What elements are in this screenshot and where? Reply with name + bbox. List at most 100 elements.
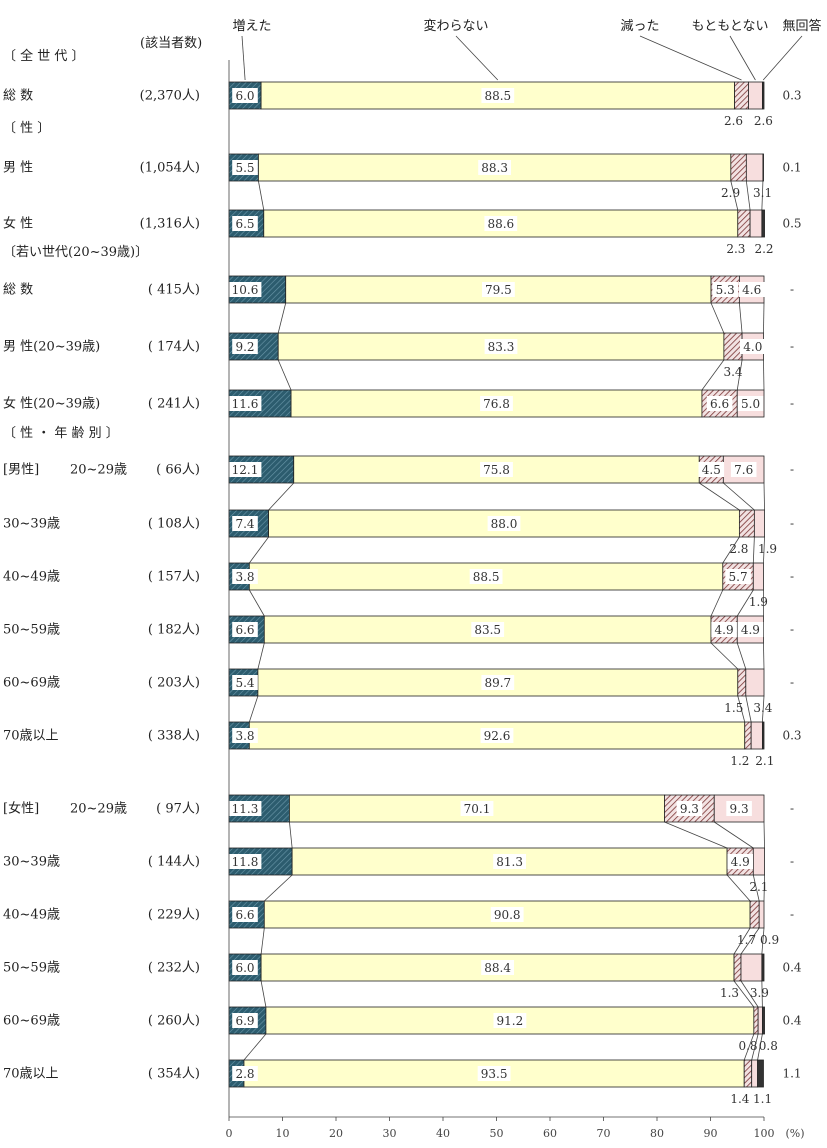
data-label-bg xyxy=(232,339,258,354)
bar-segment-3 xyxy=(753,1006,759,1035)
x-tick-label: 100 xyxy=(754,1127,775,1140)
data-label: 2.1 xyxy=(749,880,768,894)
data-label-bg xyxy=(712,282,738,297)
connector-line xyxy=(733,980,755,1008)
data-label: 83.5 xyxy=(474,623,501,637)
data-label-bg xyxy=(480,462,513,477)
row-label: 総 数 xyxy=(3,89,33,104)
data-label-bg xyxy=(232,960,258,975)
data-label: 90.8 xyxy=(494,908,521,922)
bar-segment-3 xyxy=(734,81,749,110)
data-label: 88.4 xyxy=(484,961,511,975)
data-label: 75.8 xyxy=(483,463,510,477)
row-n: ( 241人) xyxy=(148,397,200,412)
data-label: 76.8 xyxy=(483,397,510,411)
connector-line xyxy=(710,642,739,670)
connector-line xyxy=(733,927,751,955)
bar-segment-5 xyxy=(761,1006,765,1035)
connector-line xyxy=(745,695,752,723)
data-label: 88.5 xyxy=(484,89,511,103)
data-label-bg xyxy=(232,1066,258,1081)
connector-line xyxy=(743,1033,755,1061)
x-axis: 0 10 20 30 40 50 60 70 80 90 100 (%) xyxy=(226,60,805,1140)
connector-line xyxy=(761,695,765,723)
connector-line xyxy=(268,482,295,511)
data-label-no-answer: - xyxy=(790,855,794,869)
bar-segment-2 xyxy=(265,1006,755,1035)
data-label: 6.5 xyxy=(235,217,254,231)
data-label: 3.9 xyxy=(750,986,769,1000)
data-label: 2.6 xyxy=(754,114,773,128)
data-label: 1.9 xyxy=(758,542,777,556)
data-label-bg xyxy=(460,801,494,816)
data-label: 1.4 xyxy=(730,1092,749,1106)
data-label-bg xyxy=(232,516,258,531)
connector-line xyxy=(710,589,724,617)
connector-line xyxy=(701,359,725,391)
data-label-bg xyxy=(478,160,511,175)
bar-segment-5 xyxy=(762,153,764,182)
data-label-no-answer: 0.5 xyxy=(782,217,801,231)
legend-leader-line xyxy=(241,35,246,81)
data-label-bg xyxy=(228,282,262,297)
x-tick-label: 50 xyxy=(490,1127,504,1140)
data-label: 2.9 xyxy=(721,186,740,200)
data-label: 3.8 xyxy=(235,729,254,743)
row-label: 50~59歳 xyxy=(3,623,60,638)
data-label-bg xyxy=(738,282,765,297)
row-labels: (該当者数) 〔 全 世 代 〕〔 性 〕〔若い世代(20~39歳)〕〔 性 ・ … xyxy=(3,35,202,1082)
connector-line xyxy=(723,482,755,511)
data-label: 0.8 xyxy=(738,1039,757,1053)
data-label: 88.5 xyxy=(473,570,500,584)
data-label-bg xyxy=(228,396,262,411)
x-tick-label: 20 xyxy=(329,1127,343,1140)
x-tick-label: 30 xyxy=(383,1127,397,1140)
data-label-bg xyxy=(471,622,505,637)
data-label-bg xyxy=(228,854,262,869)
data-label-bg xyxy=(481,88,515,103)
data-label: 0.9 xyxy=(760,933,779,947)
legend-item: もともとない xyxy=(691,19,768,34)
connector-line xyxy=(249,536,269,564)
bar-segment-5 xyxy=(761,721,765,750)
row-n: ( 229人) xyxy=(148,908,200,923)
connector-line xyxy=(740,980,759,1008)
data-label-no-answer: 0.3 xyxy=(782,89,801,103)
data-label-no-answer: 0.3 xyxy=(782,729,801,743)
row-label: 30~39歳 xyxy=(3,855,60,870)
connector-line xyxy=(243,1033,267,1061)
data-label-bg xyxy=(481,675,515,690)
connector-line xyxy=(260,980,267,1008)
row-label: 20~29歳 xyxy=(70,463,127,478)
row-n: ( 97人) xyxy=(156,802,200,817)
data-label-bg xyxy=(232,675,258,690)
data-label-no-answer: - xyxy=(790,340,794,354)
bar-segment-3 xyxy=(730,153,747,182)
connector-line xyxy=(763,874,765,902)
data-label-bg xyxy=(730,462,757,477)
data-label-bg xyxy=(232,622,258,637)
bar-segment-2 xyxy=(277,332,725,361)
bar-segment-4 xyxy=(748,81,763,110)
data-label-no-answer: - xyxy=(790,463,794,477)
data-label: 4.9 xyxy=(741,623,760,637)
bar-segment-3 xyxy=(744,721,752,750)
legend-item: 変わらない xyxy=(423,18,488,34)
data-label: 81.3 xyxy=(496,855,523,869)
group-heading: 〔 全 世 代 〕 xyxy=(3,48,85,64)
bar-segment-4 xyxy=(749,209,763,238)
subgroup-label: [男性] xyxy=(3,463,39,478)
x-tick-label: 90 xyxy=(704,1127,718,1140)
data-label: 6.6 xyxy=(710,397,729,411)
connector-line xyxy=(248,589,265,617)
data-label-bg xyxy=(480,396,513,411)
bar-segment-4 xyxy=(745,153,764,182)
legend-leader-line xyxy=(639,35,742,81)
x-tick-label: 0 xyxy=(226,1127,233,1140)
data-label: 6.0 xyxy=(235,89,254,103)
data-label: 92.6 xyxy=(484,729,511,743)
connector-line xyxy=(752,874,760,902)
connector-line xyxy=(761,180,764,211)
bar-segment-5 xyxy=(761,209,765,238)
data-label-bg xyxy=(232,1013,258,1028)
